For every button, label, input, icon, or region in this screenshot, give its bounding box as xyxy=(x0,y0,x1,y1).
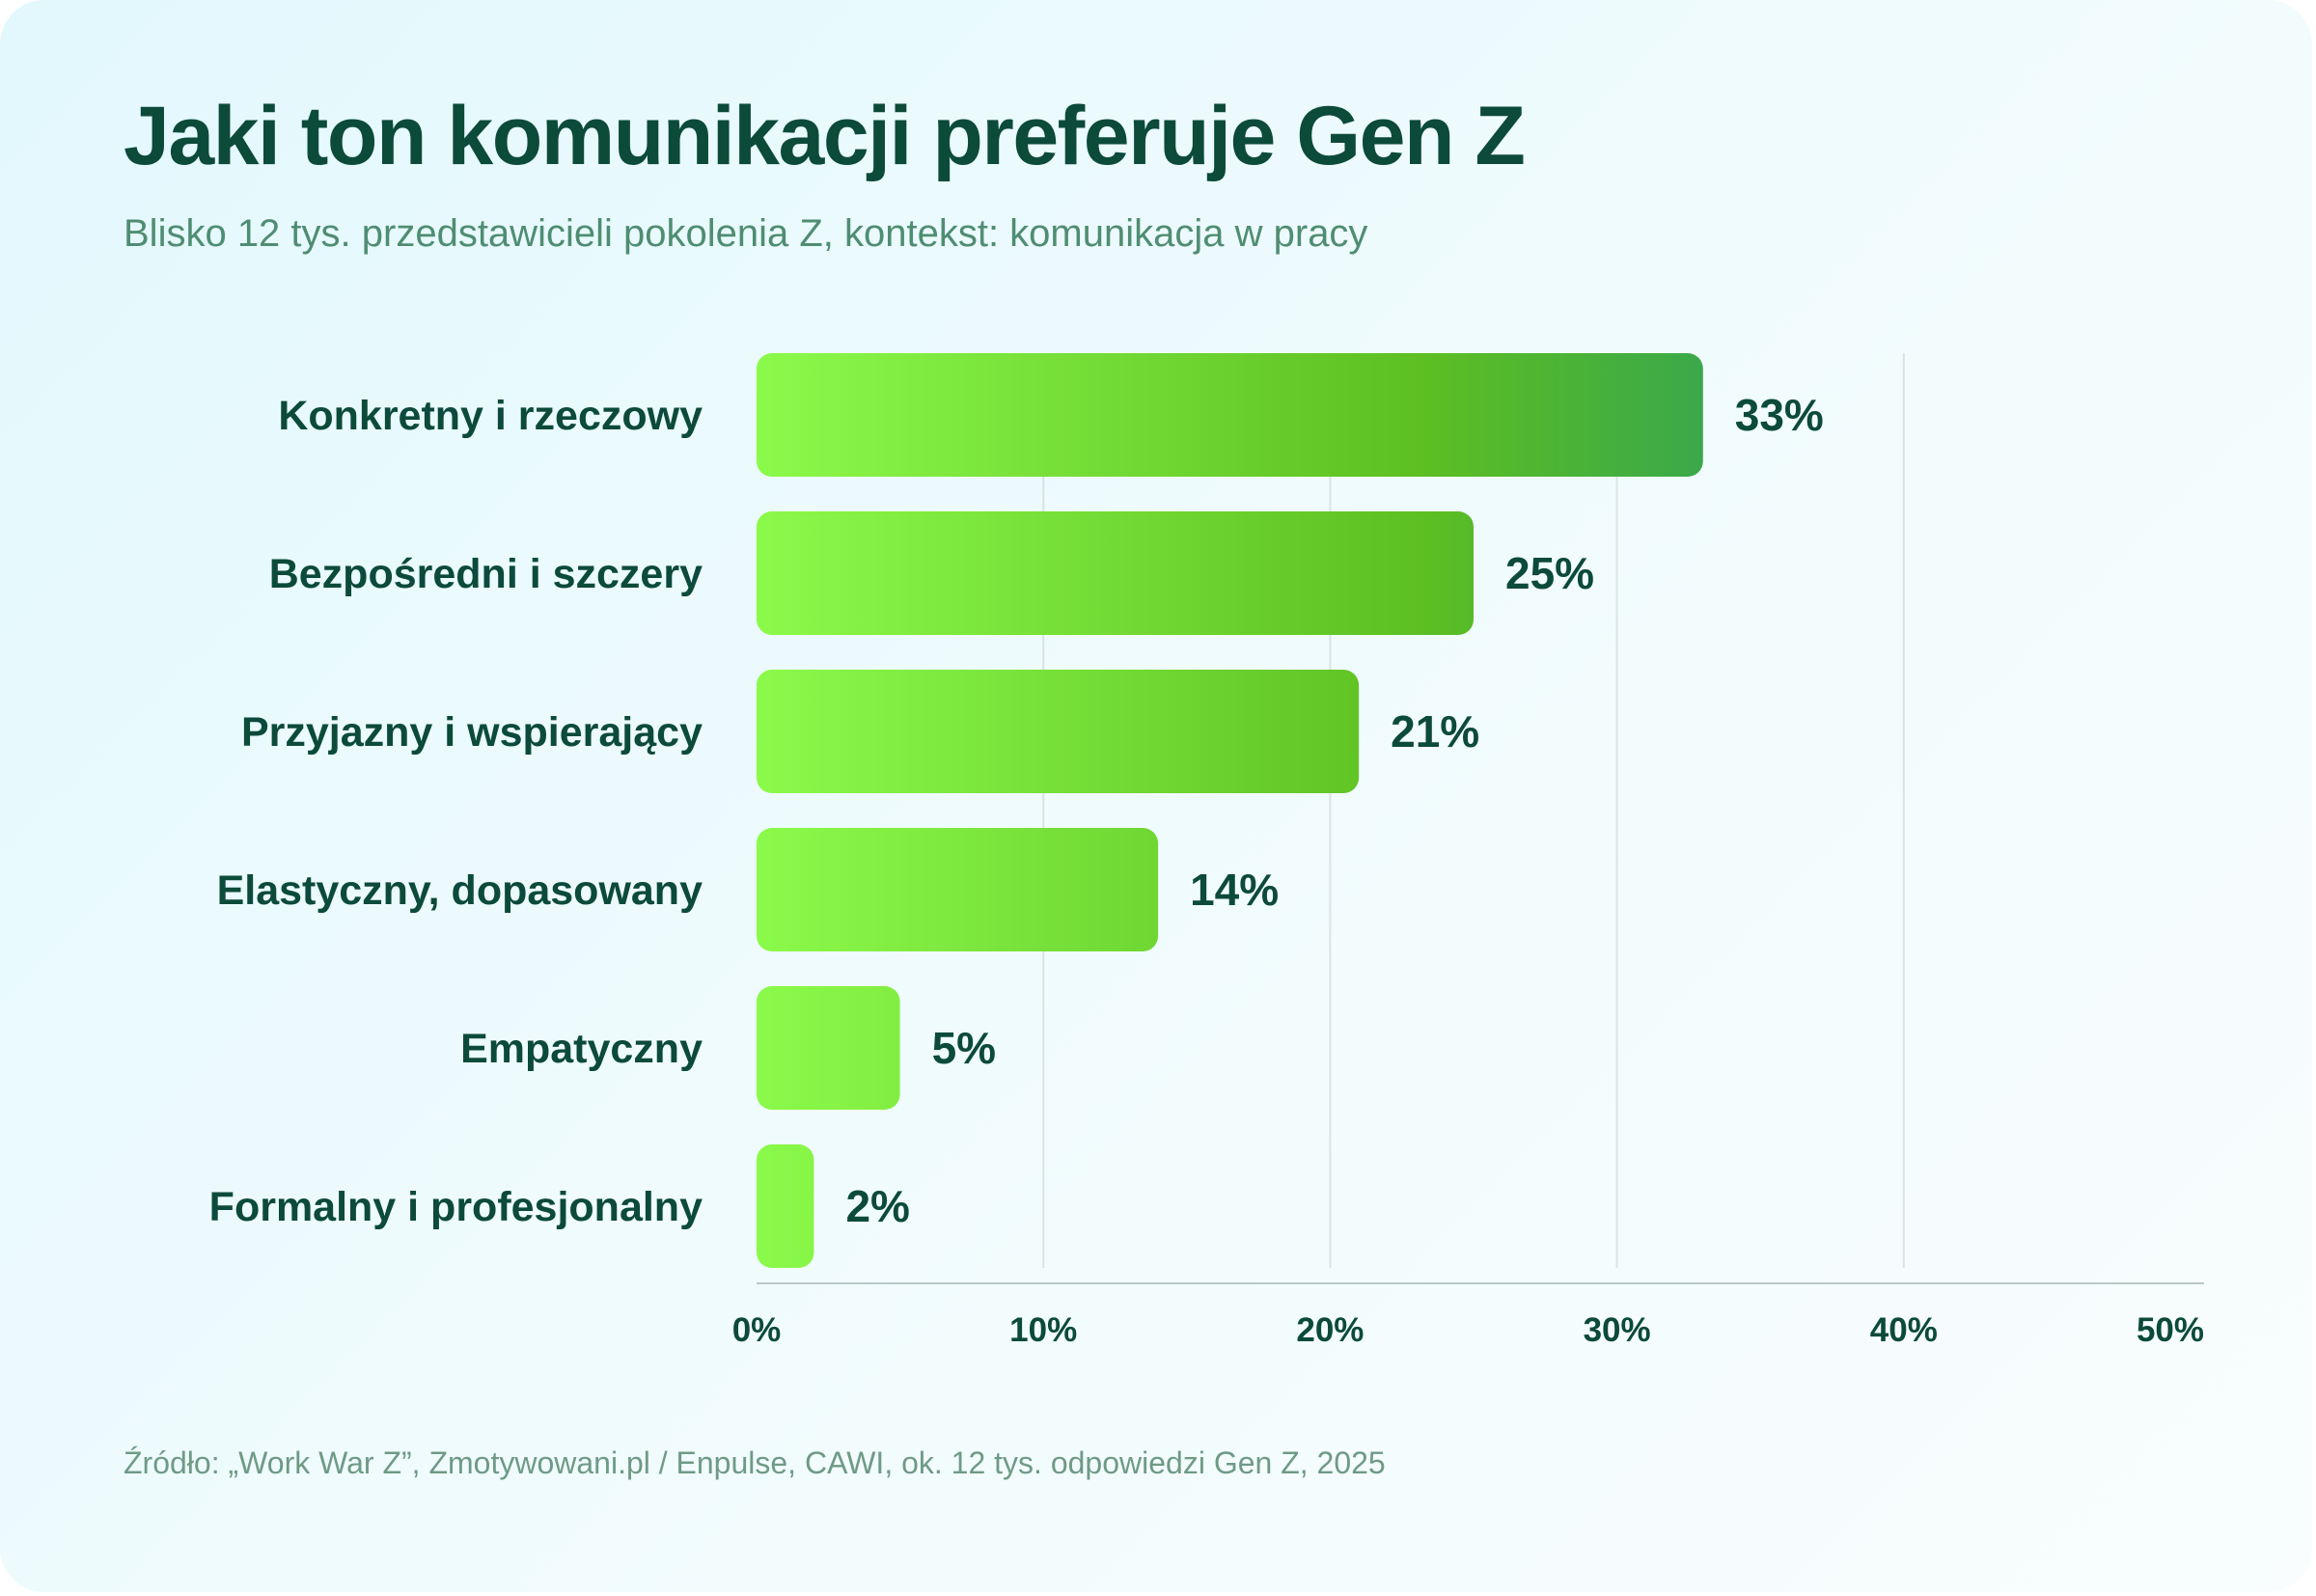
bar xyxy=(757,828,1159,951)
x-tick-label: 50% xyxy=(2137,1311,2204,1349)
x-tick-label: 40% xyxy=(1870,1311,1938,1349)
chart-title: Jaki ton komunikacji preferuje Gen Z xyxy=(124,90,1526,182)
category-label: Przyjazny i wspierający xyxy=(241,709,703,756)
value-label: 33% xyxy=(1735,390,1824,440)
chart-subtitle: Blisko 12 tys. przedstawicieli pokolenia… xyxy=(124,212,1368,255)
bar xyxy=(757,353,1703,477)
category-label: Formalny i profesjonalny xyxy=(209,1184,703,1230)
value-label: 5% xyxy=(932,1023,996,1073)
x-tick-label: 10% xyxy=(1009,1311,1077,1349)
value-label: 14% xyxy=(1190,865,1279,915)
source-note: Źródło: „Work War Z”, Zmotywowani.pl / E… xyxy=(124,1445,1386,1480)
bar xyxy=(757,986,900,1110)
value-label: 21% xyxy=(1391,706,1479,757)
bars xyxy=(757,353,1703,1268)
labels: 0% 10% 20% 30% 40% 50% Konkretny i rzeczowy 33%… xyxy=(209,390,2204,1349)
x-tick-label: 30% xyxy=(1584,1311,1651,1349)
bar xyxy=(757,670,1360,793)
category-label: Bezpośredni i szczery xyxy=(269,551,703,597)
gridlines xyxy=(757,353,2204,1284)
category-label: Elastyczny, dopasowany xyxy=(217,867,703,914)
x-tick-label: 20% xyxy=(1296,1311,1364,1349)
category-label: Empatyczny xyxy=(460,1026,703,1072)
bar xyxy=(757,1144,814,1268)
value-label: 2% xyxy=(845,1181,909,1231)
value-label: 25% xyxy=(1505,548,1594,598)
x-tick-label: 0% xyxy=(732,1311,782,1349)
category-label: Konkretny i rzeczowy xyxy=(278,393,703,439)
bar xyxy=(757,511,1474,635)
